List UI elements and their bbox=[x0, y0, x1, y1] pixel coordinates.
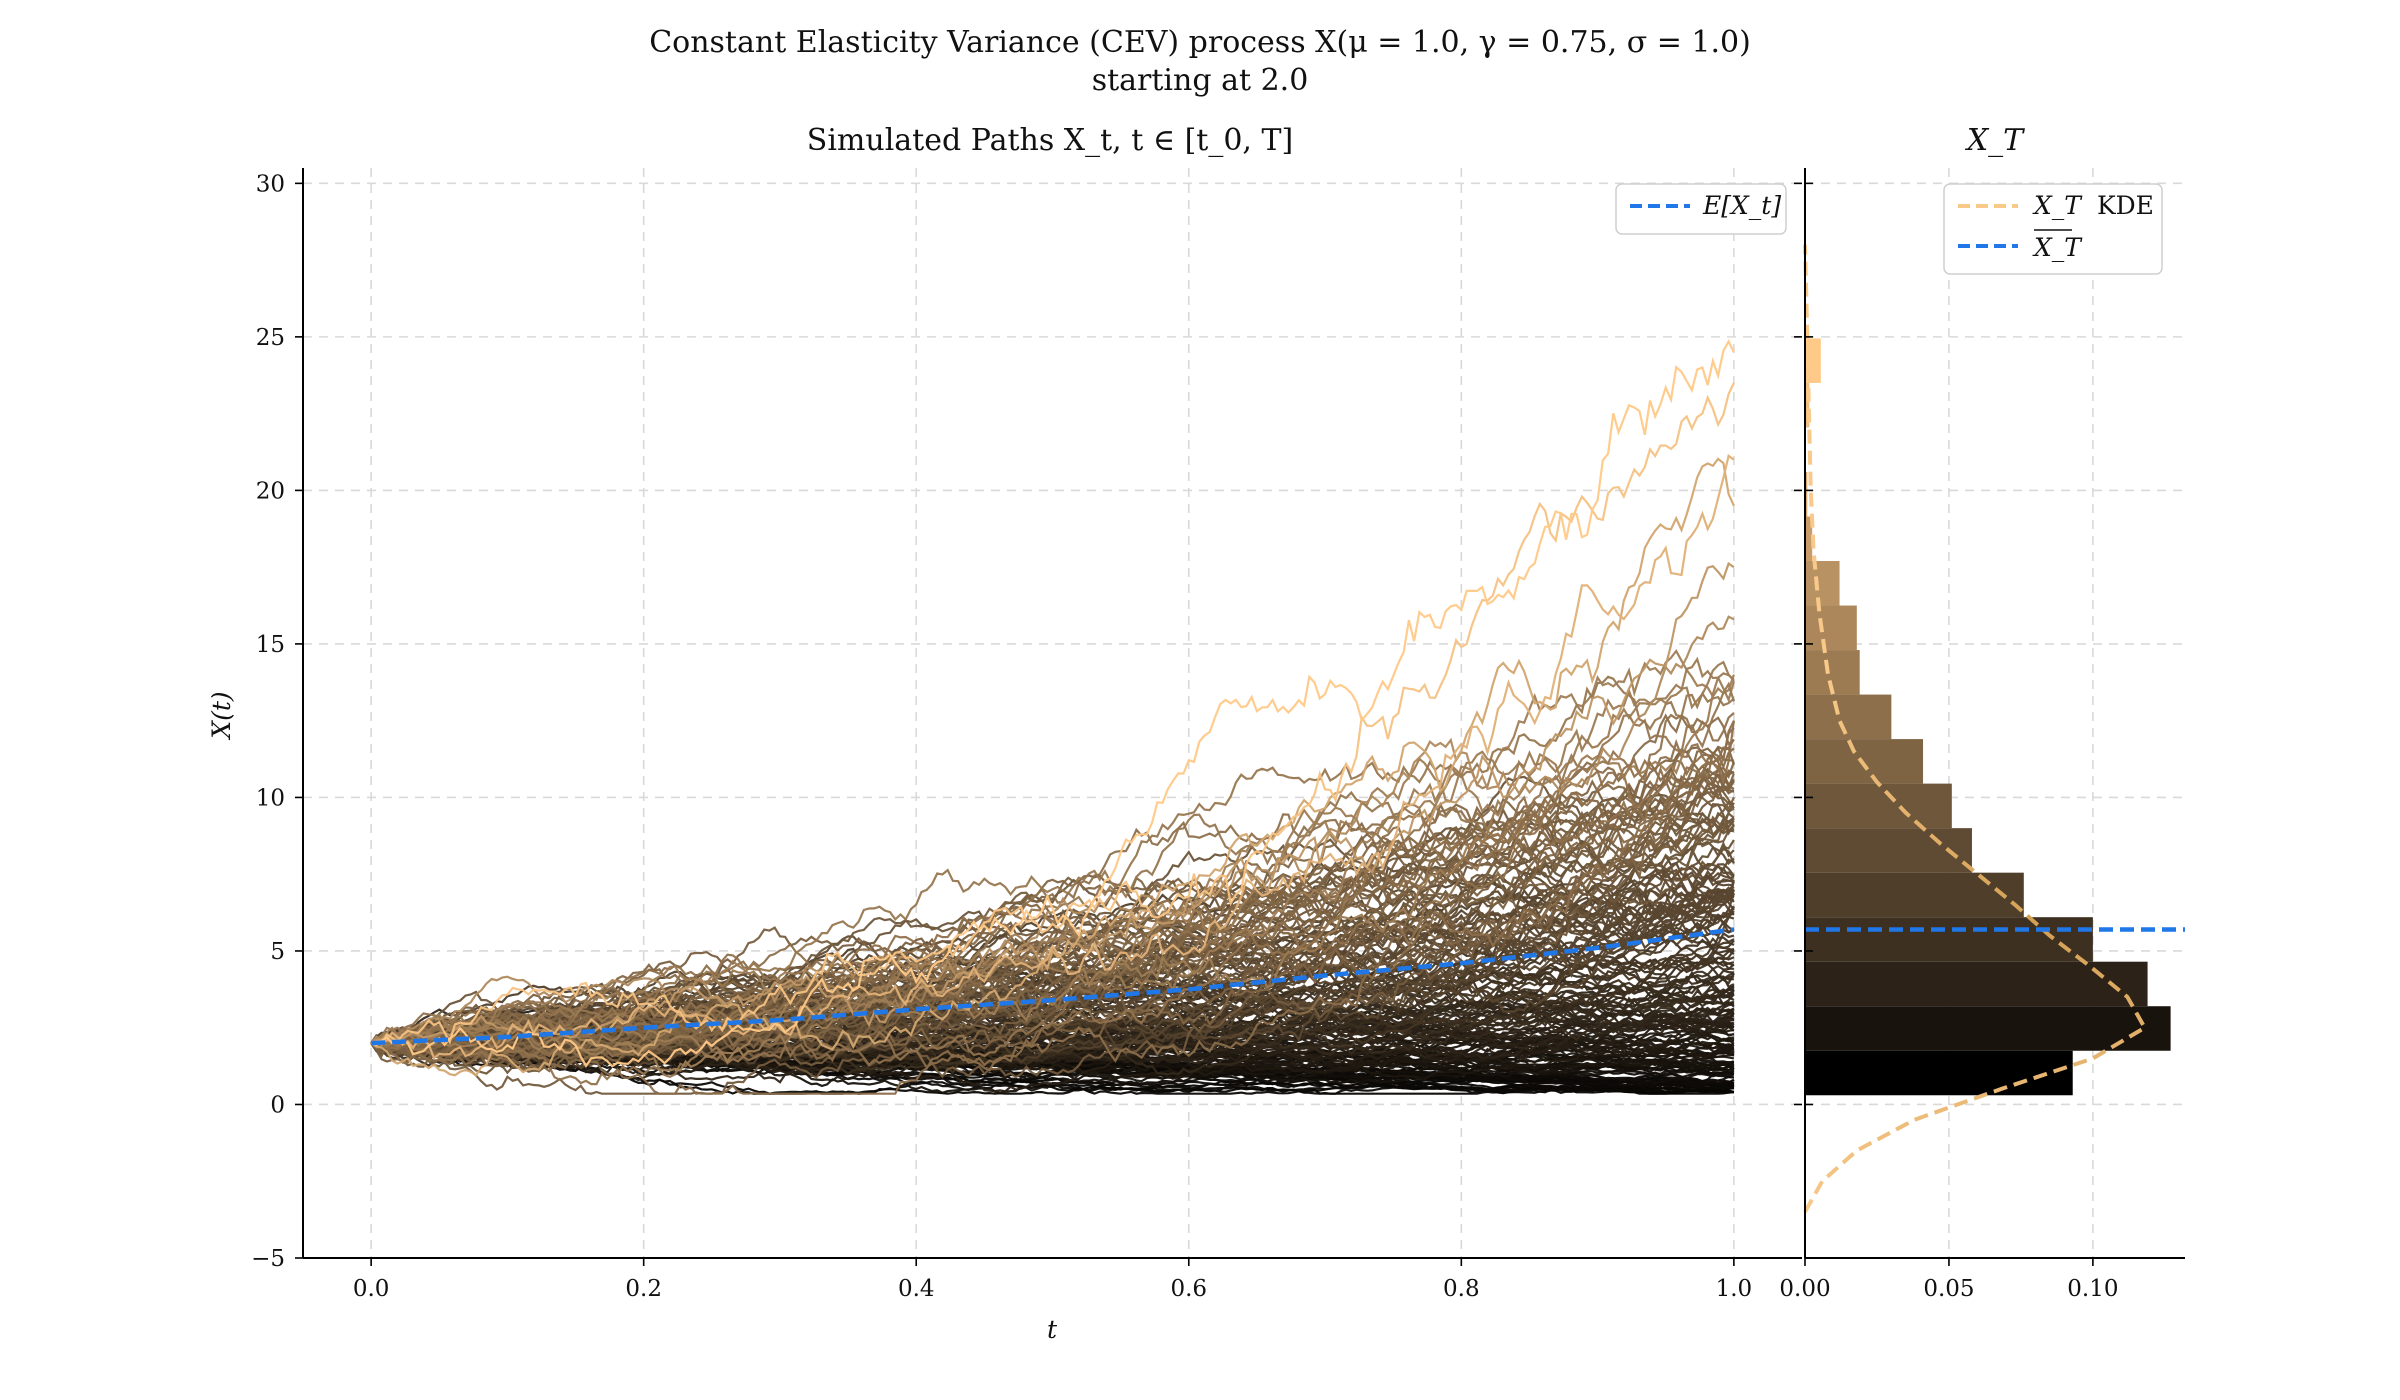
y-tick-label: 25 bbox=[256, 325, 285, 351]
y-tick-label: 20 bbox=[256, 478, 285, 504]
x-tick-label: 0.0 bbox=[353, 1276, 390, 1302]
y-axis-label: X(t) bbox=[207, 691, 236, 740]
y-tick-label: 5 bbox=[270, 939, 285, 965]
legend-kde-var: X_T bbox=[2032, 191, 2083, 220]
terminal-distribution-panel: X_T 0.00 0.05 0.10 X_T KDE X_T bbox=[1779, 123, 2185, 1302]
histogram-bar bbox=[1805, 739, 1923, 784]
y-tick-label: 30 bbox=[256, 171, 285, 197]
x-tick-label: 0.2 bbox=[625, 1276, 662, 1302]
y-tick-label: 0 bbox=[270, 1092, 285, 1118]
paths-axes: 0.0 0.2 0.4 0.6 0.8 1.0 −5 0 5 10 15 20 25 30 bbox=[251, 168, 1802, 1302]
histogram-bar bbox=[1805, 784, 1952, 829]
histogram-bar bbox=[1805, 962, 2148, 1007]
x-tick-label: 1.0 bbox=[1716, 1276, 1753, 1302]
y-tick-label: 15 bbox=[256, 632, 285, 658]
paths-legend: E[X_t] bbox=[1616, 184, 1786, 234]
histogram-bar bbox=[1805, 873, 2024, 918]
paths-panel-title: Simulated Paths X_t, t ∈ [t_0, T] bbox=[807, 123, 1293, 158]
legend-expectation-label: E[X_t] bbox=[1702, 191, 1781, 220]
legend-mean-label: X_T bbox=[2032, 233, 2083, 262]
histogram-bar bbox=[1805, 561, 1840, 606]
x-tick-label: 0.6 bbox=[1170, 1276, 1207, 1302]
legend-kde-suffix: KDE bbox=[2097, 191, 2154, 220]
figure-title-line1: Constant Elasticity Variance (CEV) proce… bbox=[649, 25, 1751, 60]
x-tick-label: 0.10 bbox=[2067, 1276, 2118, 1302]
terminal-histogram bbox=[1805, 338, 2171, 1095]
x-tick-label: 0.00 bbox=[1779, 1276, 1830, 1302]
histogram-bar bbox=[1805, 695, 1891, 740]
y-tick-label: 10 bbox=[256, 785, 285, 811]
simulated-paths bbox=[371, 342, 1734, 1094]
x-tick-label: 0.8 bbox=[1443, 1276, 1480, 1302]
histogram-bar bbox=[1805, 1051, 2073, 1096]
x-tick-label: 0.4 bbox=[898, 1276, 935, 1302]
terminal-legend: X_T KDE X_T bbox=[1944, 184, 2162, 274]
terminal-panel-title: X_T bbox=[1965, 123, 2025, 158]
figure-title-line2: starting at 2.0 bbox=[1092, 63, 1309, 98]
paths-panel: Simulated Paths X_t, t ∈ [t_0, T] 0.0 0.2… bbox=[207, 123, 1802, 1344]
x-axis-label: t bbox=[1047, 1315, 1058, 1344]
histogram-bar bbox=[1805, 917, 2093, 962]
y-tick-label: −5 bbox=[251, 1246, 285, 1272]
x-tick-label: 0.05 bbox=[1923, 1276, 1974, 1302]
